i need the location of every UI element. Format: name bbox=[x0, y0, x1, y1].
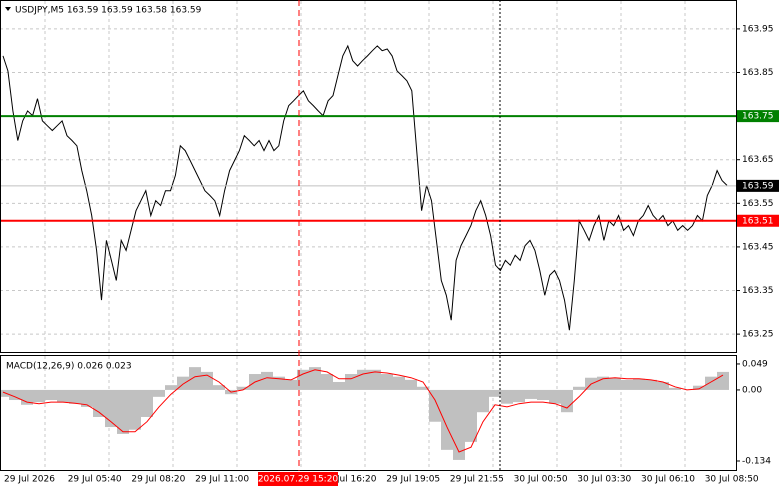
y-tick-label: 163.85 bbox=[742, 68, 774, 78]
y-tick-label: 163.25 bbox=[742, 330, 774, 340]
macd-bar bbox=[261, 371, 273, 390]
macd-bar bbox=[333, 381, 345, 390]
macd-bar bbox=[285, 379, 297, 390]
macd-bar bbox=[117, 389, 129, 434]
macd-bar bbox=[537, 389, 549, 401]
macd-bar bbox=[513, 389, 525, 403]
macd-bar bbox=[9, 389, 21, 401]
macd-bar bbox=[609, 377, 621, 390]
y-tick-label: 0.00 bbox=[742, 385, 762, 395]
macd-bar bbox=[81, 389, 93, 407]
y-tick-label: 0.049 bbox=[742, 359, 768, 369]
macd-bar bbox=[525, 389, 537, 399]
y-tick-label: 163.55 bbox=[742, 199, 774, 209]
macd-bar bbox=[621, 379, 633, 390]
macd-bar bbox=[45, 389, 57, 401]
macd-bar bbox=[309, 367, 321, 390]
macd-bar bbox=[369, 369, 381, 390]
macd-bar bbox=[165, 385, 177, 390]
y-tick-label: 163.45 bbox=[742, 242, 774, 252]
level-label-box bbox=[737, 214, 779, 227]
macd-bar bbox=[549, 389, 561, 404]
signal-line bbox=[2, 369, 724, 453]
macd-bar bbox=[141, 389, 153, 417]
macd-bar bbox=[393, 376, 405, 390]
macd-bar bbox=[429, 389, 441, 422]
x-tick-label: 29 Jul 05:40 bbox=[68, 475, 122, 485]
x-tick-label: 29 Jul 21:55 bbox=[450, 475, 504, 485]
level-label-box bbox=[737, 110, 779, 123]
level-label: 163.75 bbox=[742, 112, 774, 122]
macd-bar bbox=[465, 389, 477, 442]
price-line bbox=[2, 44, 728, 331]
last-price-label: 163.59 bbox=[742, 181, 774, 191]
macd-bar bbox=[381, 374, 393, 390]
panel-frame bbox=[0, 355, 737, 471]
macd-bar bbox=[0, 389, 9, 397]
last-price-box bbox=[737, 179, 779, 192]
macd-bar bbox=[33, 389, 45, 403]
x-tick-label: 30 Jul 08:50 bbox=[705, 475, 759, 485]
macd-bar bbox=[189, 367, 201, 390]
macd-bar bbox=[69, 389, 81, 404]
level-label: 163.51 bbox=[742, 216, 774, 226]
macd-bar bbox=[153, 389, 165, 397]
x-tick-label: 30 Jul 06:10 bbox=[641, 475, 695, 485]
macd-bar bbox=[417, 386, 429, 390]
x-tick-label: 29 Jul 16:20 bbox=[323, 475, 377, 485]
x-tick-label: 29 Jul 08:20 bbox=[131, 475, 185, 485]
chart-title: USDJPY,M5 163.59 163.59 163.58 163.59 bbox=[15, 6, 202, 16]
y-tick-label: 163.95 bbox=[742, 24, 774, 34]
menu-arrow bbox=[5, 7, 11, 11]
panel-frame bbox=[0, 0, 737, 353]
crosshair-label: 2026.07.29 15:20 bbox=[258, 475, 339, 485]
macd-bar bbox=[477, 389, 489, 413]
macd-bar bbox=[105, 389, 117, 428]
x-tick-label: 29 Jul 19:05 bbox=[386, 475, 440, 485]
macd-bar bbox=[669, 387, 681, 390]
y-tick-label: -0.134 bbox=[742, 456, 771, 466]
x-tick-label: 29 Jul 11:00 bbox=[195, 475, 249, 485]
macd-bar bbox=[705, 376, 717, 390]
macd-bar bbox=[297, 369, 309, 390]
macd-bar bbox=[633, 378, 645, 390]
macd-bar bbox=[453, 389, 465, 460]
macd-bar bbox=[321, 374, 333, 390]
macd-bar bbox=[657, 381, 669, 390]
indicator-title: MACD(12,26,9) 0.026 0.023 bbox=[6, 362, 132, 372]
macd-bar bbox=[273, 376, 285, 390]
macd-bar bbox=[57, 389, 69, 403]
macd-bar bbox=[405, 379, 417, 390]
macd-bar bbox=[717, 371, 729, 390]
macd-bar bbox=[501, 389, 513, 404]
macd-bar bbox=[129, 389, 141, 430]
y-tick-label: 163.35 bbox=[742, 286, 774, 296]
macd-bar bbox=[489, 389, 501, 397]
macd-bar bbox=[93, 389, 105, 417]
x-tick-label: 30 Jul 03:30 bbox=[577, 475, 631, 485]
macd-bar bbox=[213, 385, 225, 390]
x-tick-label: 29 Jul 2026 bbox=[4, 475, 55, 485]
macd-bar bbox=[645, 379, 657, 390]
macd-bar bbox=[345, 374, 357, 390]
crosshair-label-box bbox=[258, 472, 338, 486]
macd-bar bbox=[693, 385, 705, 390]
x-tick-label: 30 Jul 00:50 bbox=[514, 475, 568, 485]
y-tick-label: 163.65 bbox=[742, 155, 774, 165]
macd-bar bbox=[441, 389, 453, 450]
macd-bar bbox=[561, 389, 573, 413]
macd-bar bbox=[237, 386, 249, 390]
macd-bar bbox=[573, 386, 585, 390]
